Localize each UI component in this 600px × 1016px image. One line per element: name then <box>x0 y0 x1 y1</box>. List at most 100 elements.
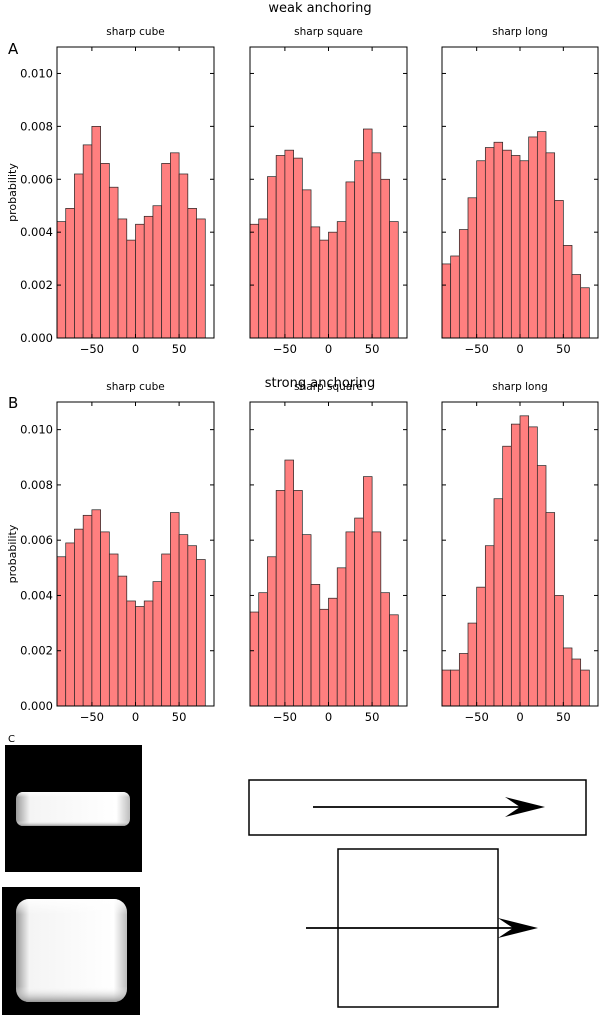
x-tick-label: 0 <box>516 710 523 724</box>
bar <box>458 229 469 339</box>
bar <box>187 208 197 339</box>
bar <box>126 600 136 707</box>
bar <box>65 208 75 339</box>
bar <box>493 498 504 707</box>
y-tick-label: 0.002 <box>20 278 53 292</box>
bar <box>319 608 329 707</box>
render-square-image <box>2 887 140 1015</box>
y-tick-label: 0.006 <box>20 172 53 186</box>
bar <box>336 567 347 707</box>
subplot-title: sharp square <box>294 26 363 38</box>
bar <box>82 144 93 339</box>
bar <box>571 274 582 339</box>
bar <box>345 531 356 707</box>
y-axis-label: probability <box>6 524 19 583</box>
bar <box>519 415 530 707</box>
bar <box>328 597 338 707</box>
bar <box>108 553 119 707</box>
bar <box>371 531 382 707</box>
panel-letter-a: A <box>8 40 19 58</box>
bar <box>135 606 145 707</box>
bar <box>328 231 338 339</box>
bar <box>484 147 495 339</box>
bar <box>161 553 171 707</box>
x-tick-label: 0 <box>132 710 139 724</box>
bar <box>554 200 564 339</box>
bar <box>187 545 197 707</box>
bar <box>336 221 347 339</box>
y-tick-label: 0.010 <box>20 66 53 80</box>
x-tick-label: 50 <box>556 342 571 356</box>
row-title-strong: strong anchoring <box>265 376 376 391</box>
bar <box>363 128 373 339</box>
bar <box>108 186 119 339</box>
histogram-grid: 0.000 0.002 0.004 0.006 0.008 0.010 −50 0 50 shar… <box>6 26 599 724</box>
bar <box>293 157 303 339</box>
bar <box>528 136 538 339</box>
bar <box>467 197 478 339</box>
schematic-square-arrow-head <box>498 918 538 938</box>
x-tick-label: 0 <box>516 342 523 356</box>
y-tick-label: 0.008 <box>20 119 53 133</box>
bar <box>484 545 495 707</box>
bar <box>510 423 521 707</box>
schematic-long-arrow-head <box>505 797 545 817</box>
bar <box>536 465 547 707</box>
bar <box>196 559 206 707</box>
bar <box>117 218 128 339</box>
bar <box>126 239 136 339</box>
bar <box>319 239 329 339</box>
y-tick-label: 0.006 <box>20 533 53 547</box>
bar <box>267 176 277 339</box>
bar <box>545 512 556 707</box>
x-tick-label: 0 <box>325 342 332 356</box>
bar <box>275 155 286 339</box>
bar <box>562 647 573 707</box>
bar <box>275 490 286 707</box>
x-tick-label: 50 <box>172 342 187 356</box>
subplot-title: sharp long <box>492 381 548 393</box>
bar <box>441 263 452 339</box>
y-tick-label: 0.010 <box>20 423 53 437</box>
bar <box>502 445 512 707</box>
bar <box>310 226 321 339</box>
bar <box>267 556 277 707</box>
bar <box>571 658 582 707</box>
bar <box>450 669 460 707</box>
bar <box>249 611 260 707</box>
row-title-weak: weak anchoring <box>268 1 371 16</box>
bar <box>249 223 260 339</box>
histogram-panel-5: −50 0 50 sharp long <box>441 381 599 724</box>
bar <box>580 669 590 707</box>
schematic-square <box>306 848 538 1008</box>
bar <box>467 622 478 707</box>
bar <box>528 426 538 707</box>
bar <box>170 512 180 707</box>
bar <box>580 287 590 339</box>
bar <box>519 160 530 339</box>
bar <box>74 173 84 339</box>
bar <box>450 255 460 339</box>
y-tick-label: 0.004 <box>20 588 53 602</box>
bar <box>152 581 163 707</box>
bar <box>258 218 268 339</box>
bar <box>476 160 486 339</box>
x-tick-label: 50 <box>556 710 571 724</box>
bar <box>301 189 312 339</box>
histogram-panel-4: −50 0 50 sharp square <box>249 381 408 724</box>
bar <box>56 556 67 707</box>
x-tick-label: 50 <box>172 710 187 724</box>
panel-letter-c: C <box>8 734 15 745</box>
bar <box>510 155 521 339</box>
bar <box>301 534 312 707</box>
bar <box>284 149 294 339</box>
histogram-panel-0: 0.000 0.002 0.004 0.006 0.008 0.010 −50 0 50 shar… <box>6 26 215 356</box>
x-tick-label: 50 <box>365 342 380 356</box>
x-tick-label: −50 <box>273 710 297 724</box>
schematic-long-rect <box>248 779 587 836</box>
y-tick-label: 0.002 <box>20 644 53 658</box>
bar <box>100 163 110 339</box>
bar <box>65 542 75 707</box>
bar <box>380 178 390 339</box>
